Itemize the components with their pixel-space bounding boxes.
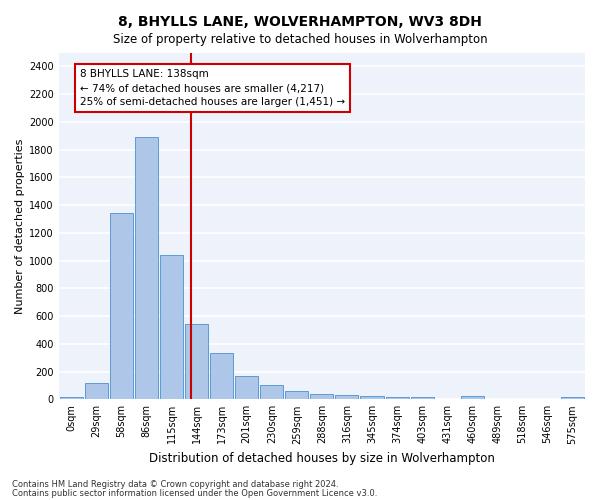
- Bar: [410, 397, 434, 400]
- Bar: [160, 255, 183, 400]
- Bar: [85, 382, 108, 400]
- Bar: [110, 214, 133, 400]
- Text: 8, BHYLLS LANE, WOLVERHAMPTON, WV3 8DH: 8, BHYLLS LANE, WOLVERHAMPTON, WV3 8DH: [118, 15, 482, 29]
- Bar: [461, 396, 484, 400]
- X-axis label: Distribution of detached houses by size in Wolverhampton: Distribution of detached houses by size …: [149, 452, 495, 465]
- Bar: [135, 137, 158, 400]
- Bar: [361, 396, 383, 400]
- Bar: [60, 397, 83, 400]
- Text: 8 BHYLLS LANE: 138sqm
← 74% of detached houses are smaller (4,217)
25% of semi-d: 8 BHYLLS LANE: 138sqm ← 74% of detached …: [80, 69, 345, 107]
- Bar: [561, 397, 584, 400]
- Text: Contains public sector information licensed under the Open Government Licence v3: Contains public sector information licen…: [12, 488, 377, 498]
- Bar: [185, 324, 208, 400]
- Bar: [235, 376, 258, 400]
- Bar: [335, 395, 358, 400]
- Y-axis label: Number of detached properties: Number of detached properties: [15, 138, 25, 314]
- Text: Contains HM Land Registry data © Crown copyright and database right 2024.: Contains HM Land Registry data © Crown c…: [12, 480, 338, 489]
- Text: Size of property relative to detached houses in Wolverhampton: Size of property relative to detached ho…: [113, 32, 487, 46]
- Bar: [310, 394, 334, 400]
- Bar: [210, 353, 233, 400]
- Bar: [260, 384, 283, 400]
- Bar: [286, 391, 308, 400]
- Bar: [386, 396, 409, 400]
